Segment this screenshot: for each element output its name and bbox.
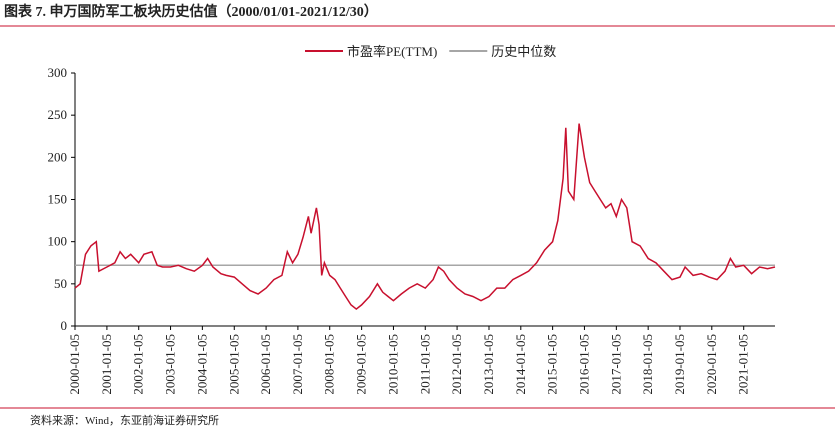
x-tick-label: 2009-01-05: [354, 334, 369, 395]
x-tick-label: 2006-01-05: [258, 334, 273, 395]
x-tick-label: 2013-01-05: [481, 334, 496, 395]
x-tick-label: 2017-01-05: [608, 334, 623, 395]
x-tick-label: 2015-01-05: [545, 334, 560, 395]
x-tick-label: 2003-01-05: [163, 334, 178, 395]
y-tick-label: 150: [48, 192, 68, 207]
x-tick-label: 2019-01-05: [672, 334, 687, 395]
y-tick-label: 250: [48, 107, 68, 122]
x-tick-label: 2004-01-05: [194, 334, 209, 395]
source: 资料来源：Wind，东亚前海证券研究所: [30, 413, 219, 427]
y-tick-label: 200: [48, 149, 68, 164]
x-tick-label: 2005-01-05: [226, 334, 241, 395]
x-tick-label: 2018-01-05: [640, 334, 655, 395]
x-tick-label: 2011-01-05: [417, 334, 432, 394]
x-tick-label: 2010-01-05: [385, 334, 400, 395]
series-line: [74, 123, 776, 311]
x-tick-label: 2007-01-05: [290, 334, 305, 395]
x-tick-label: 2002-01-05: [131, 334, 146, 395]
x-tick-label: 2020-01-05: [704, 334, 719, 395]
x-tick-label: 2008-01-05: [322, 334, 337, 395]
x-tick-label: 2000-01-05: [67, 334, 82, 395]
x-tick-label: 2001-01-05: [99, 334, 114, 395]
x-tick-label: 2014-01-05: [513, 334, 528, 395]
y-tick-label: 0: [61, 318, 68, 333]
x-tick-label: 2021-01-05: [736, 334, 751, 395]
x-tick-label: 2012-01-05: [449, 334, 464, 395]
legend-label: 市盈率PE(TTM): [347, 44, 437, 59]
legend-label: 历史中位数: [491, 44, 556, 59]
x-tick-label: 2016-01-05: [576, 334, 591, 395]
chart-title: 图表 7. 申万国防军工板块历史估值（2000/01/01-2021/12/30…: [4, 3, 378, 20]
y-tick-label: 100: [48, 234, 68, 249]
y-tick-label: 50: [54, 276, 67, 291]
y-tick-label: 300: [48, 65, 68, 80]
